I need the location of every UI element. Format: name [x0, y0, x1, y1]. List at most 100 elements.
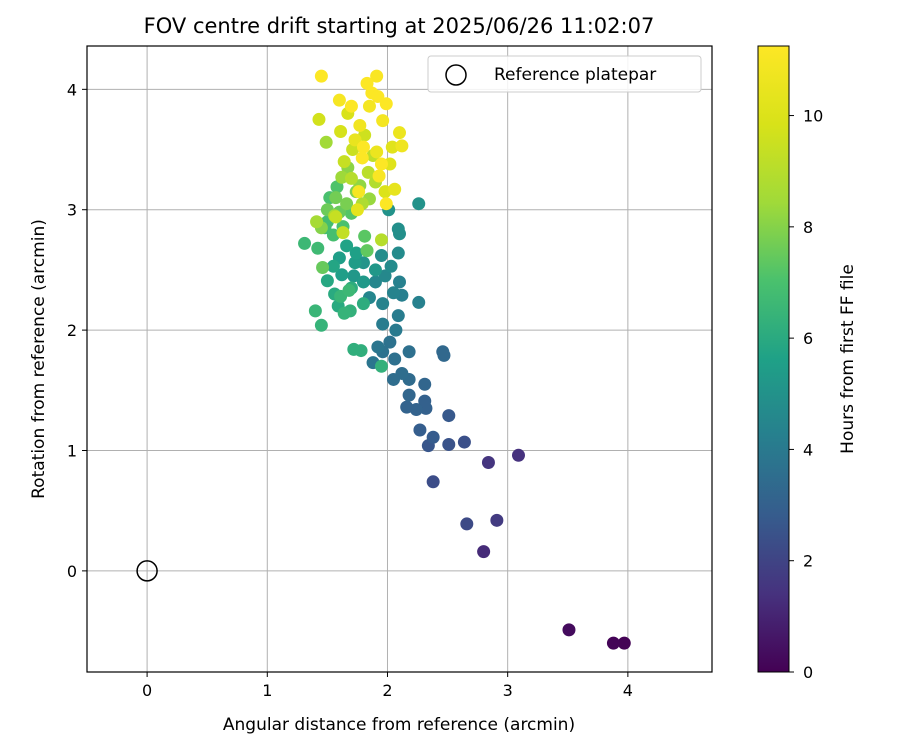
data-point	[388, 182, 402, 196]
colorbar-ticks: 0 2 4 6 8 10	[789, 107, 823, 682]
data-point	[412, 197, 426, 211]
chart-title: FOV centre drift starting at 2025/06/26 …	[144, 14, 655, 38]
data-point	[358, 128, 372, 142]
y-axis-ticks: 0 1 2 3 4	[67, 80, 87, 581]
data-point	[337, 306, 351, 320]
colorbar-tick-label: 10	[803, 107, 823, 126]
data-point	[316, 261, 330, 275]
data-point	[391, 309, 405, 323]
data-point	[383, 335, 397, 349]
data-point	[442, 437, 456, 451]
reference-marker	[136, 560, 158, 582]
data-point	[376, 114, 390, 128]
x-tick-label: 0	[142, 681, 152, 700]
data-point	[314, 318, 328, 332]
data-point	[335, 170, 349, 184]
data-point	[426, 430, 440, 444]
data-point	[378, 269, 392, 283]
data-point	[344, 171, 358, 185]
y-tick-label: 0	[67, 562, 77, 581]
data-point	[457, 435, 471, 449]
data-point	[314, 69, 328, 83]
data-point	[356, 140, 370, 154]
y-tick-label: 2	[67, 321, 77, 340]
data-point	[371, 340, 385, 354]
data-point	[329, 191, 343, 205]
data-point	[413, 423, 427, 437]
data-point	[342, 283, 356, 297]
data-point	[356, 275, 370, 289]
data-point	[368, 275, 382, 289]
data-point	[340, 197, 354, 211]
colorbar-tick-label: 8	[803, 218, 813, 237]
data-point	[344, 99, 358, 113]
data-point	[402, 388, 416, 402]
y-tick-label: 1	[67, 441, 77, 460]
colorbar-label: Hours from first FF file	[838, 264, 858, 454]
data-point	[412, 295, 426, 309]
data-point	[374, 248, 388, 262]
data-point	[334, 124, 348, 138]
data-point	[426, 475, 440, 489]
data-point	[312, 112, 326, 126]
data-point	[481, 456, 495, 470]
data-point	[350, 203, 364, 217]
y-tick-label: 3	[67, 201, 77, 220]
data-point	[400, 400, 414, 414]
data-point	[393, 275, 406, 289]
data-point	[372, 169, 386, 183]
data-point	[298, 236, 312, 250]
data-point	[418, 377, 432, 391]
data-point	[349, 246, 363, 260]
data-point	[361, 165, 375, 179]
data-point	[311, 241, 325, 255]
data-point	[376, 317, 390, 331]
data-point	[386, 372, 400, 386]
data-point	[326, 259, 340, 273]
y-tick-label: 4	[67, 80, 77, 99]
data-point	[379, 97, 393, 111]
data-point	[374, 359, 388, 373]
data-point	[335, 268, 349, 282]
data-point	[395, 139, 409, 153]
data-point	[402, 345, 416, 359]
data-point	[374, 157, 388, 171]
colorbar-tick-label: 0	[803, 663, 813, 682]
colorbar-tick-label: 4	[803, 440, 813, 459]
legend: Reference platepar	[427, 55, 702, 93]
data-point	[336, 226, 350, 240]
data-point	[371, 90, 385, 104]
x-axis-label: Angular distance from reference (arcmin)	[223, 715, 575, 735]
data-point	[389, 323, 403, 337]
legend-box	[427, 55, 702, 93]
data-point	[490, 513, 504, 527]
plot-area-frame	[86, 45, 713, 673]
colorbar-tick-label: 6	[803, 329, 813, 348]
x-tick-label: 2	[382, 681, 392, 700]
legend-label: Reference platepar	[494, 65, 656, 85]
legend-marker-icon	[445, 64, 467, 86]
data-point	[329, 210, 343, 224]
data-point	[355, 151, 369, 165]
y-axis-label: Rotation from reference (arcmin)	[29, 219, 49, 499]
data-point	[308, 304, 322, 318]
data-point	[320, 274, 334, 288]
data-point	[330, 180, 344, 194]
data-point	[332, 93, 346, 107]
data-point	[360, 76, 374, 90]
colorbar	[757, 45, 790, 673]
data-point	[379, 197, 393, 211]
data-point	[385, 140, 399, 154]
data-point	[368, 263, 382, 277]
data-point	[353, 118, 367, 132]
data-point	[386, 286, 400, 300]
data-point	[347, 269, 361, 283]
data-point	[442, 409, 456, 423]
data-point	[418, 394, 432, 408]
data-point	[370, 145, 384, 159]
x-tick-label: 1	[262, 681, 272, 700]
data-point	[436, 345, 450, 359]
data-point	[374, 233, 388, 247]
data-point	[393, 126, 406, 140]
